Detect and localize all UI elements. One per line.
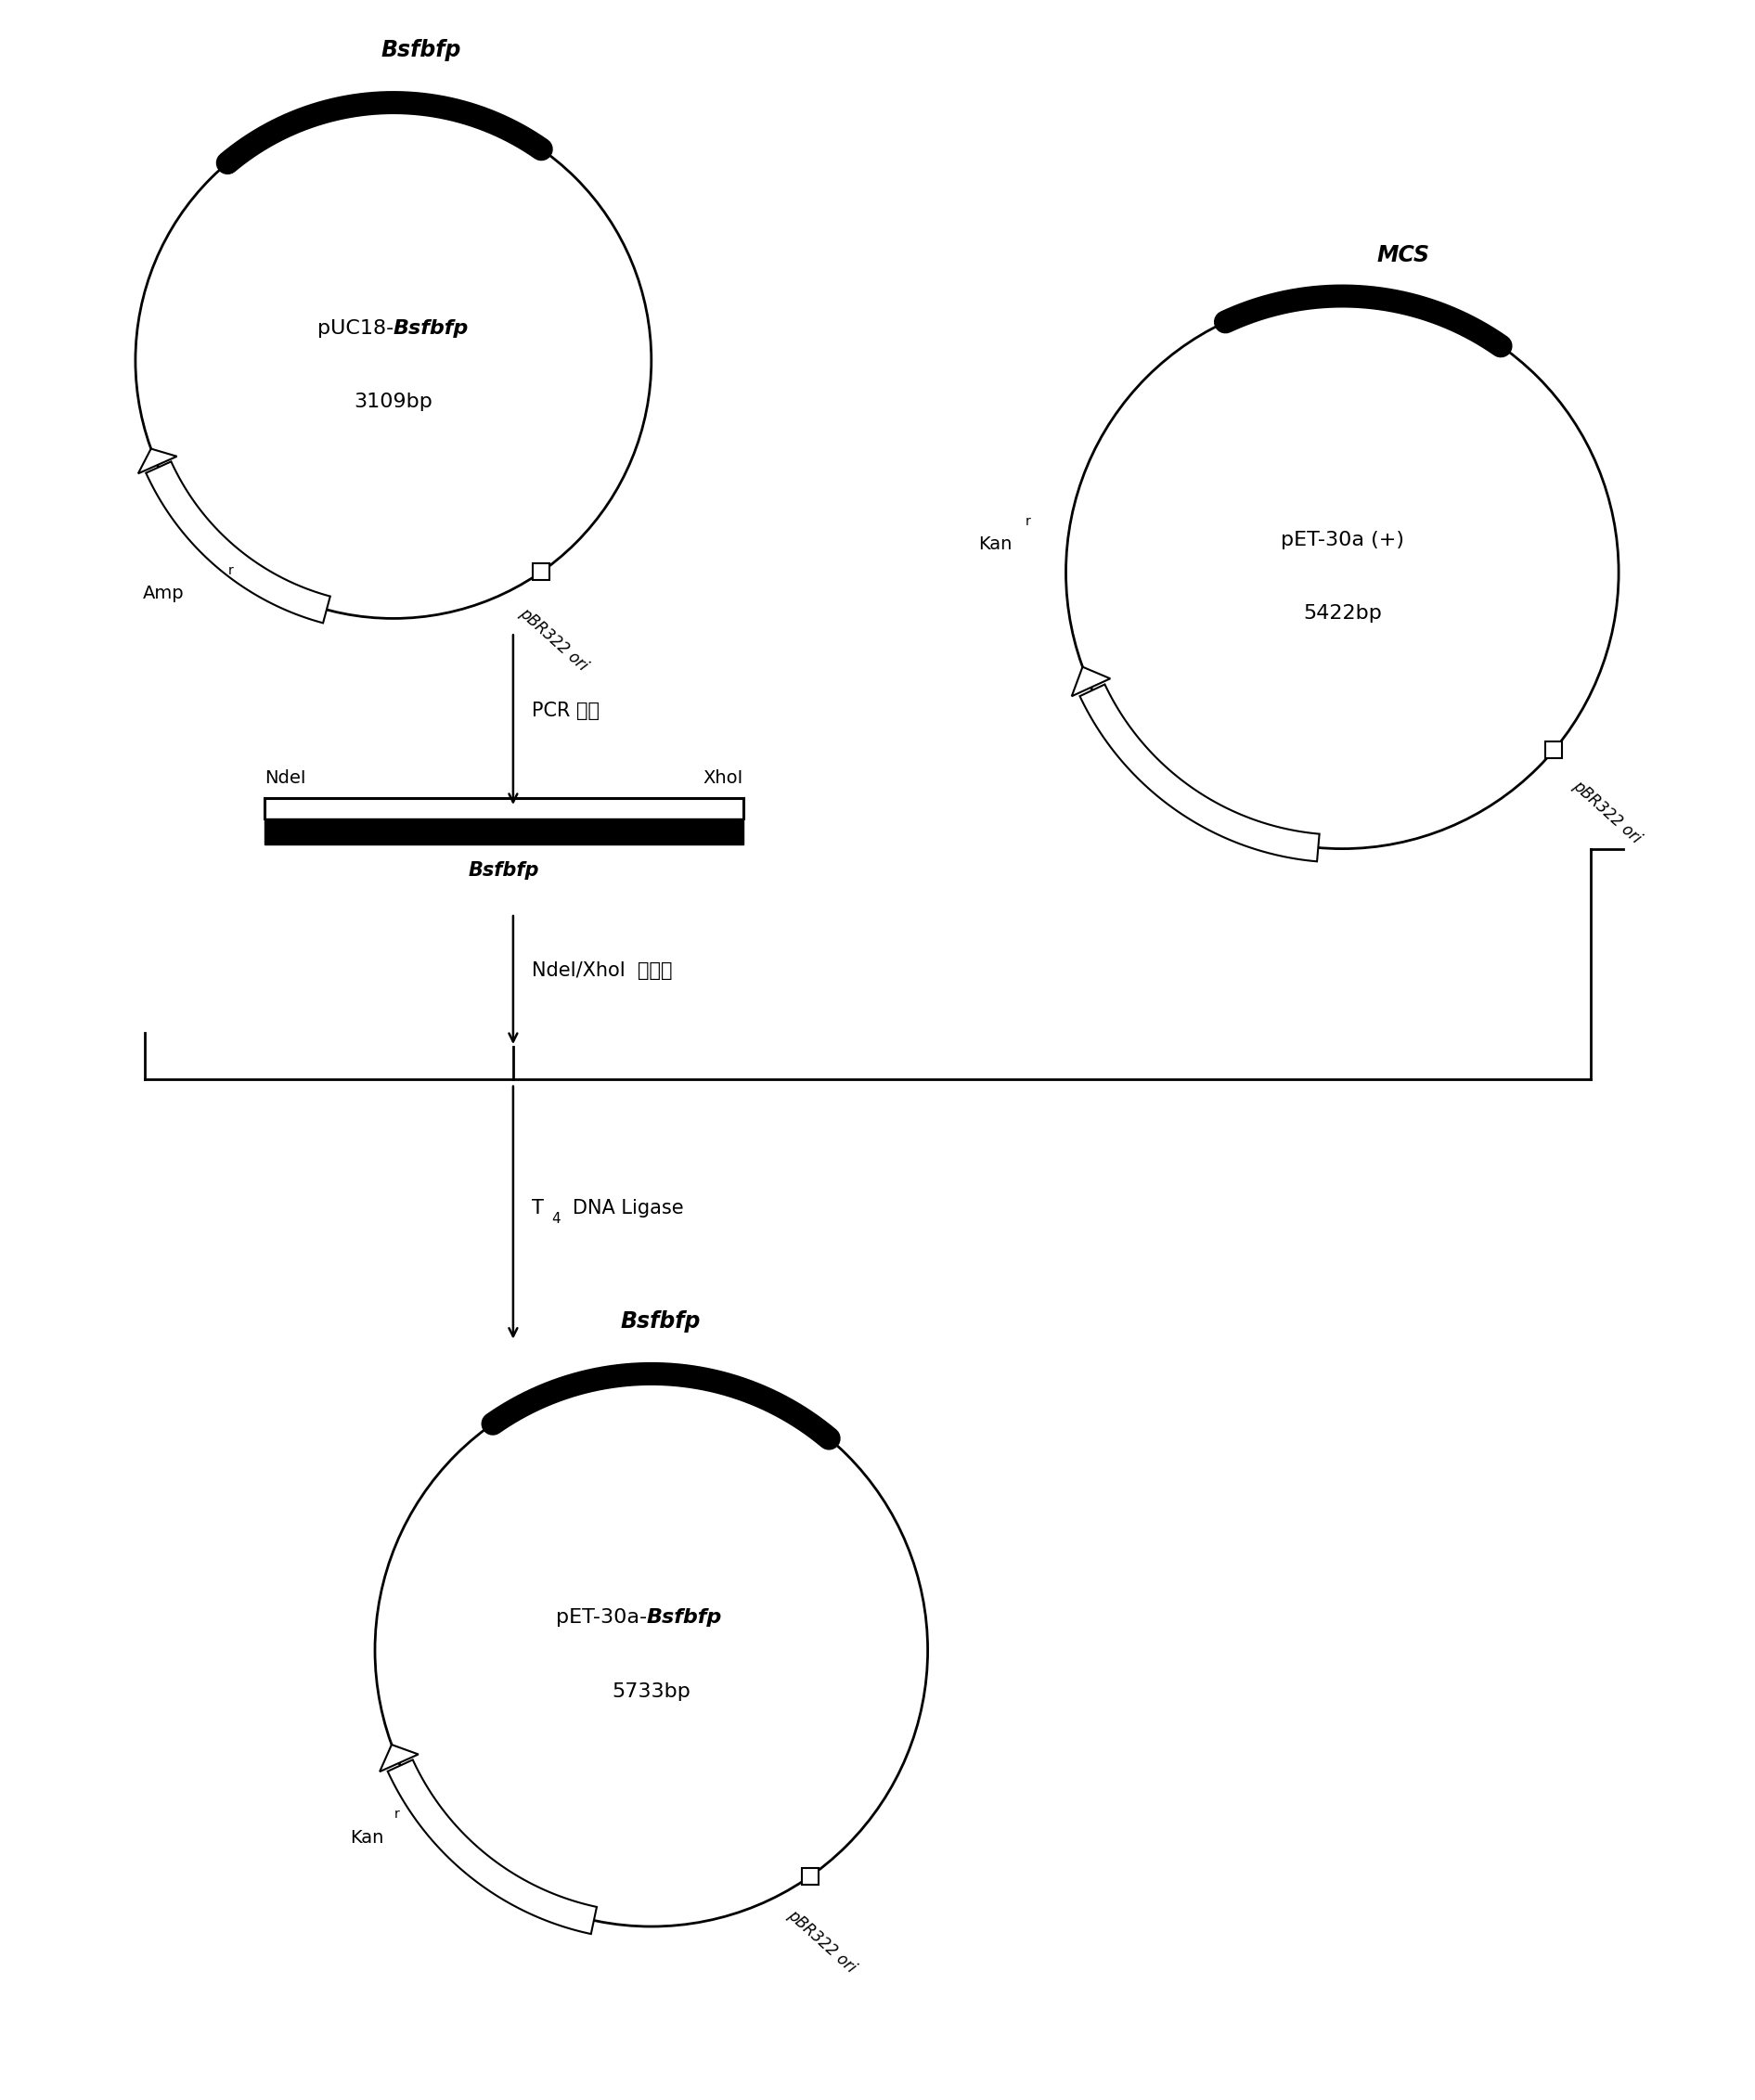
Polygon shape <box>379 1745 418 1772</box>
Text: pBR322 ori: pBR322 ori <box>784 1907 858 1976</box>
Text: pBR322 ori: pBR322 ori <box>516 605 590 674</box>
Text: Bsfbfp: Bsfbfp <box>621 1310 700 1331</box>
Text: pET-30a (+): pET-30a (+) <box>1281 531 1404 550</box>
Text: Bsfbfp: Bsfbfp <box>469 861 539 880</box>
Text: pUC18-: pUC18- <box>318 319 393 338</box>
Bar <box>1546 741 1562 758</box>
Bar <box>802 1869 818 1886</box>
Text: r: r <box>395 1808 400 1821</box>
Bar <box>265 819 744 844</box>
Polygon shape <box>139 449 177 473</box>
Polygon shape <box>1079 685 1320 861</box>
Text: NdeI: NdeI <box>265 769 305 788</box>
Text: NdeI/XhoI  双酶切: NdeI/XhoI 双酶切 <box>532 962 672 981</box>
Text: 5422bp: 5422bp <box>1302 605 1381 624</box>
Text: r: r <box>228 563 233 578</box>
Text: pET-30a-: pET-30a- <box>556 1609 648 1628</box>
Polygon shape <box>146 462 330 624</box>
Bar <box>534 563 549 580</box>
Text: Bsfbfp: Bsfbfp <box>393 319 469 338</box>
Text: MCS: MCS <box>1378 244 1430 267</box>
Text: XhoI: XhoI <box>704 769 744 788</box>
Text: DNA Ligase: DNA Ligase <box>574 1199 684 1218</box>
Text: Amp: Amp <box>142 584 184 603</box>
Text: 3109bp: 3109bp <box>355 393 433 412</box>
Text: Bsfbfp: Bsfbfp <box>381 40 462 61</box>
Polygon shape <box>1072 668 1111 697</box>
Text: Bsfbfp: Bsfbfp <box>648 1609 721 1628</box>
Text: 5733bp: 5733bp <box>612 1682 691 1701</box>
Text: T: T <box>532 1199 544 1218</box>
Text: PCR 扩增: PCR 扩增 <box>532 701 598 720</box>
Text: 4: 4 <box>551 1212 562 1226</box>
Text: pBR322 ori: pBR322 ori <box>1569 777 1644 846</box>
Text: Kan: Kan <box>349 1829 383 1846</box>
Polygon shape <box>388 1760 597 1934</box>
Text: r: r <box>1025 514 1030 527</box>
Text: Kan: Kan <box>978 536 1013 552</box>
